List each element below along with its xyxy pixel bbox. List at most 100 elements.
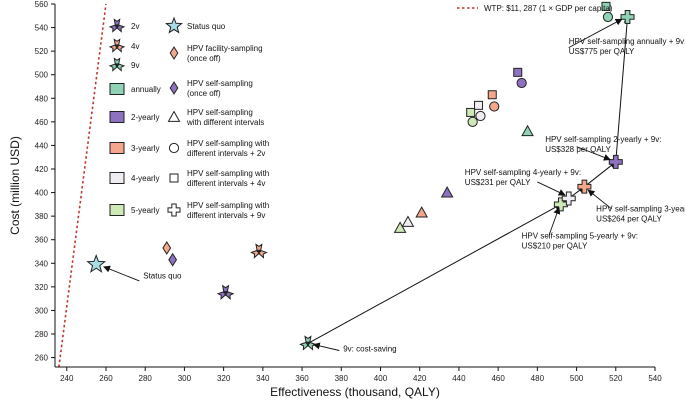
legend-strategy-label: (once off) [187,54,221,63]
annotation-label: HPV self-sampling annually + 9v: [569,37,685,46]
y-tick-label: 460 [35,118,49,127]
frontier-segment [307,203,562,344]
legend-frequency-label: annually [131,85,161,94]
x-tick-label: 440 [452,374,466,383]
x-axis-title: Effectiveness (thousand, QALY) [270,385,440,399]
x-tick-label: 420 [413,374,427,383]
annotation-arrow [576,146,611,161]
data-point-propeller [216,284,235,300]
data-point-square [601,1,611,11]
annotation-arrow [312,342,340,351]
y-tick-label: 540 [35,24,49,33]
x-tick-label: 320 [217,374,231,383]
legend-strategy-marker [169,173,179,183]
x-tick-label: 360 [295,374,309,383]
legend-frequency-label: 4-yearly [131,174,159,183]
legend-frequency-label: 5-yearly [131,206,159,215]
x-tick-label: 340 [256,374,270,383]
data-point-square [474,100,484,110]
frontier-segment [584,161,617,188]
legend-vaccine-marker [108,18,126,33]
legend-frequency-swatch [109,83,125,95]
y-tick-label: 300 [35,306,49,315]
legend-wtp-label: WTP: $11, 287 (1 × GDP per capita) [484,4,613,13]
x-tick-label: 460 [491,374,505,383]
y-tick-label: 280 [35,330,49,339]
data-point-cross [577,179,592,194]
data-point-propeller [250,243,268,259]
data-point-star [86,254,107,273]
y-tick-label: 420 [35,165,49,174]
y-tick-label: 560 [35,0,49,9]
legend-strategy-label: HPV self-sampling [187,108,253,117]
x-tick-label: 480 [531,374,545,383]
annotation-label: HPV self-sampling 4-yearly + 9v: [465,168,581,177]
legend-vaccine-label: 4v [131,42,139,51]
y-tick-label: 340 [35,259,49,268]
annotation-label: HPV self-sampling 2-yearly + 9v: [545,135,661,144]
x-tick-label: 540 [648,374,662,383]
legend-strategy-label: HPV facility-sampling [187,44,263,53]
y-tick-label: 520 [35,47,49,56]
y-tick-label: 380 [35,212,49,221]
legend-frequency-label: 3-yearly [131,144,159,153]
legend-strategy-label: HPV self-sampling with [187,139,269,148]
annotation-arrow [103,265,140,282]
annotation-arrow [587,189,613,210]
x-tick-label: 520 [609,374,623,383]
annotation-label: HPV self-sampling 3-yearly + 9v: [596,204,685,213]
legend-vaccine-marker [108,57,126,72]
y-tick-label: 480 [35,94,49,103]
data-point-triangle [440,186,454,198]
legend-strategy-marker [167,203,181,217]
data-point-cross [561,191,576,206]
data-point-cross [553,197,568,212]
annotation-label: Status quo [143,272,182,281]
y-tick-label: 260 [35,354,49,363]
legend-strategy-label: different intervals + 2v [187,149,265,158]
legend-frequency-swatch [109,204,125,216]
data-point-circle [489,101,500,112]
y-tick-label: 500 [35,71,49,80]
x-tick-label: 380 [335,374,349,383]
y-tick-label: 360 [35,236,49,245]
legend-strategy-label: different intervals + 9v [187,211,265,220]
x-tick-label: 400 [374,374,388,383]
data-point-square [513,67,523,77]
x-tick-label: 260 [99,374,113,383]
legend-strategy-label: different intervals + 4v [187,179,265,188]
annotation-label: US$231 per QALY [465,178,531,187]
plot-area: Status quo 9v: cost-saving HPV self-sampli… [58,1,685,368]
legend-strategy-label: HPV self-sampling [187,79,253,88]
annotation-label: 9v: cost-saving [343,345,396,354]
y-axis-title: Cost (million USD) [8,136,22,235]
annotation-label: US$264 per QALY [596,214,662,223]
y-tick-label: 440 [35,141,49,150]
data-point-diamond [168,252,178,267]
legend: WTP: $11, 287 (1 × GDP per capita) 2v 4v 9v… [108,4,613,220]
data-point-cross [620,9,635,24]
y-tick-label: 400 [35,189,49,198]
x-tick-label: 500 [570,374,584,383]
legend-frequency-swatch [109,111,125,123]
frontier-segment [615,15,631,162]
data-point-triangle [415,206,429,218]
annotation-arrow [568,18,623,49]
data-point-square [466,107,476,117]
legend-strategy-marker [167,110,181,122]
legend-strategy-marker [165,16,183,34]
data-point-propeller [299,335,317,351]
data-point-cross [608,154,623,169]
legend-vaccine-label: 2v [131,22,139,31]
legend-strategy-marker [169,46,179,60]
x-tick-label: 280 [139,374,153,383]
annotation-label: HPV self-sampling 5-yearly + 9v: [522,232,638,241]
legend-strategy-label: HPV self-sampling with [187,201,269,210]
data-point-circle [467,116,478,127]
annotation-arrow [537,181,566,196]
wtp-threshold-line [58,3,107,368]
data-point-circle [516,77,527,89]
legend-frequency-label: 2-yearly [131,113,159,122]
y-tick-label: 320 [35,283,49,292]
